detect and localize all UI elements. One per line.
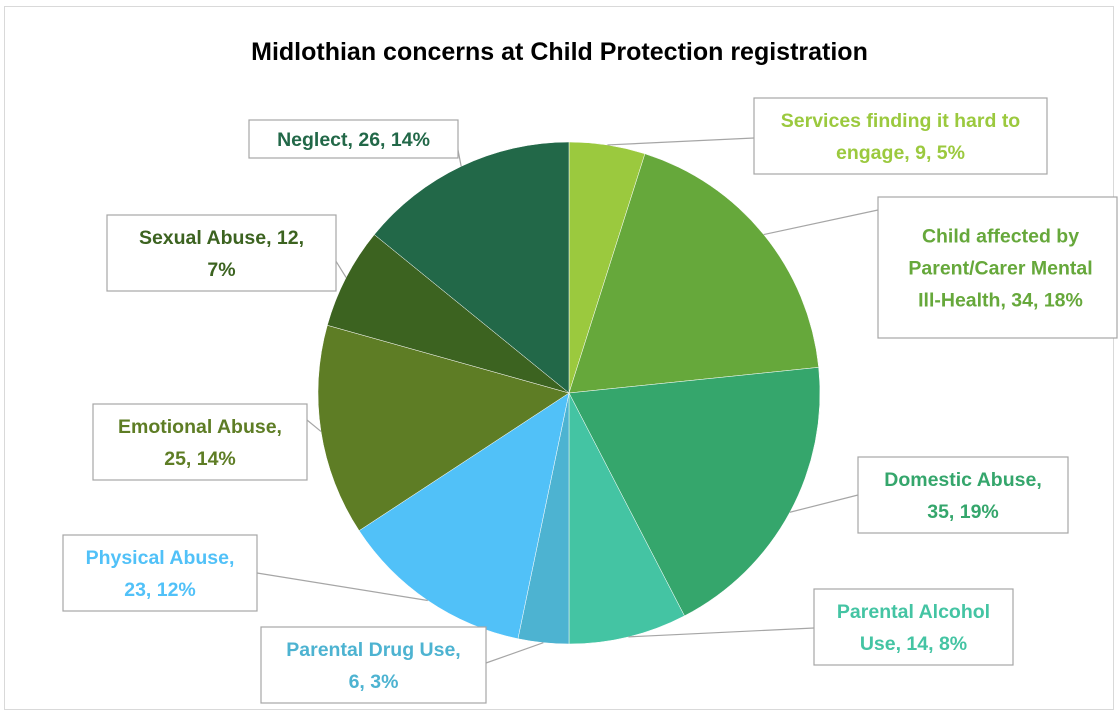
data-label-text: Use, 14, 8% <box>860 633 967 655</box>
data-label-text: Domestic Abuse, <box>884 469 1042 491</box>
leader-line-child-affected-by-parent-carer-mental-ill-health <box>763 209 879 236</box>
leader-line-parental-drug-use <box>485 642 544 664</box>
leader-lines <box>256 137 879 664</box>
data-label-box <box>106 214 337 292</box>
data-label-text: Emotional Abuse, <box>118 416 282 438</box>
data-label-box <box>877 196 1118 339</box>
data-label-parental-alcohol-use: Parental Alcohol Use, 14, 8% <box>813 588 1014 666</box>
data-label-text: engage, 9, 5% <box>836 142 965 164</box>
pie-slice-neglect <box>373 141 570 394</box>
data-label-text: Services finding it hard to <box>781 110 1021 132</box>
data-labels: Services finding it hard to engage, 9, 5%… <box>62 97 1118 704</box>
data-label-text: 6, 3% <box>349 671 399 693</box>
leader-line-parental-alcohol-use <box>628 627 815 638</box>
pie-slice-domestic-abuse <box>568 367 821 617</box>
data-label-box <box>62 534 258 612</box>
data-label-neglect: Neglect, 26, 14% <box>248 119 459 159</box>
data-label-text: 7% <box>207 259 235 281</box>
data-label-text: Ill-Health, 34, 18% <box>918 290 1083 312</box>
data-label-box <box>248 119 459 159</box>
data-label-domestic-abuse: Domestic Abuse, 35, 19% <box>857 456 1069 534</box>
data-label-text: Neglect, 26, 14% <box>277 129 430 151</box>
data-label-text: Child affected by <box>922 226 1079 248</box>
pie-slice-child-affected-by-parent-carer-mental-ill-health <box>568 153 819 394</box>
data-label-text: Parent/Carer Mental <box>908 258 1092 280</box>
data-label-emotional-abuse: Emotional Abuse, 25, 14% <box>92 403 308 481</box>
data-label-text: Physical Abuse, <box>86 547 235 569</box>
pie-slice-physical-abuse <box>358 392 570 640</box>
data-label-text: Sexual Abuse, 12, <box>139 227 304 249</box>
data-label-services-finding-it-hard-to-engage: Services finding it hard to engage, 9, 5% <box>753 97 1048 175</box>
leader-line-emotional-abuse <box>306 419 322 432</box>
data-label-box <box>857 456 1069 534</box>
data-label-text: 23, 12% <box>124 579 196 601</box>
leader-line-physical-abuse <box>256 572 428 602</box>
pie-slice-emotional-abuse <box>317 324 570 532</box>
data-label-box <box>753 97 1048 175</box>
data-label-box <box>260 626 487 704</box>
data-label-child-affected-by-parent-carer-mental-ill-health: Child affected by Parent/Carer Mental Ill-… <box>877 196 1118 339</box>
chart-title: Midlothian concerns at Child Protection … <box>251 38 868 66</box>
leader-line-services-finding-it-hard-to-engage <box>607 137 755 146</box>
leader-line-domestic-abuse <box>789 494 859 513</box>
data-label-text: Parental Drug Use, <box>286 639 460 661</box>
data-label-text: 25, 14% <box>164 448 236 470</box>
data-label-text: 35, 19% <box>927 501 999 523</box>
data-label-parental-drug-use: Parental Drug Use, 6, 3% <box>260 626 487 704</box>
pie-slice-parental-alcohol-use <box>568 392 685 645</box>
data-label-box <box>92 403 308 481</box>
data-label-text: Parental Alcohol <box>837 601 990 623</box>
pie-slices <box>317 141 821 645</box>
data-label-physical-abuse: Physical Abuse, 23, 12% <box>62 534 258 612</box>
data-label-box <box>813 588 1014 666</box>
data-label-sexual-abuse: Sexual Abuse, 12, 7% <box>106 214 337 292</box>
